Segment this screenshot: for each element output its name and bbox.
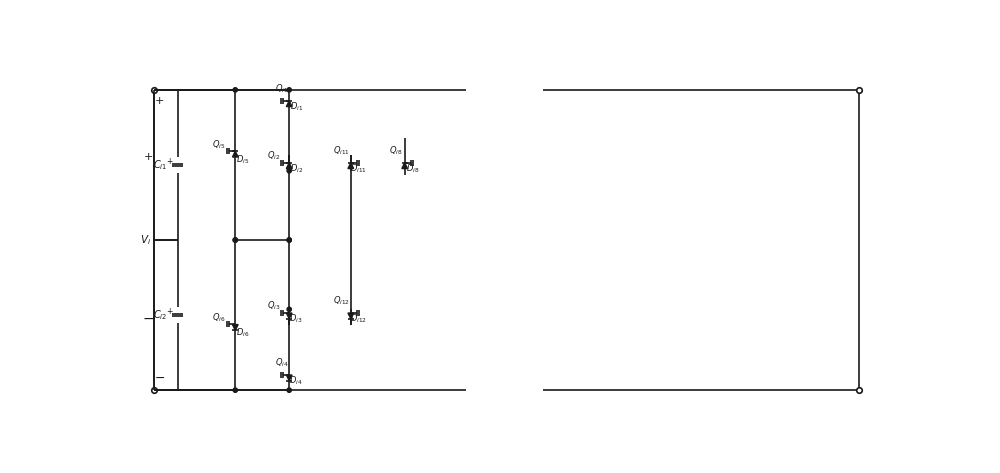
Circle shape bbox=[233, 238, 237, 242]
Text: −: − bbox=[155, 372, 165, 385]
Text: $Q_{i11}$: $Q_{i11}$ bbox=[333, 145, 350, 158]
Text: $D_{i3}$: $D_{i3}$ bbox=[289, 313, 303, 325]
Polygon shape bbox=[348, 163, 354, 168]
Circle shape bbox=[287, 88, 291, 92]
Text: $D_{i4}$: $D_{i4}$ bbox=[289, 375, 303, 387]
Polygon shape bbox=[286, 163, 292, 168]
Polygon shape bbox=[286, 375, 292, 381]
Text: $Q_{i8}$: $Q_{i8}$ bbox=[389, 145, 402, 158]
Circle shape bbox=[287, 168, 291, 173]
Text: $D_{i2}$: $D_{i2}$ bbox=[290, 163, 303, 175]
Polygon shape bbox=[286, 313, 292, 319]
Text: +: + bbox=[144, 152, 153, 162]
Circle shape bbox=[287, 238, 291, 242]
Circle shape bbox=[287, 307, 291, 312]
Text: $D_{i11}$: $D_{i11}$ bbox=[350, 163, 367, 175]
Polygon shape bbox=[286, 101, 292, 106]
Circle shape bbox=[233, 238, 237, 242]
Polygon shape bbox=[348, 313, 354, 319]
Text: $D_{i12}$: $D_{i12}$ bbox=[350, 313, 367, 325]
Text: $Q_{i2}$: $Q_{i2}$ bbox=[267, 149, 280, 162]
Text: +: + bbox=[155, 96, 165, 106]
Text: +: + bbox=[167, 157, 173, 166]
Text: $Q_{i6}$: $Q_{i6}$ bbox=[212, 312, 225, 324]
Text: $Q_{i4}$: $Q_{i4}$ bbox=[275, 357, 288, 369]
Text: $D_{i5}$: $D_{i5}$ bbox=[236, 153, 249, 166]
Text: $Q_{i12}$: $Q_{i12}$ bbox=[333, 295, 350, 307]
Text: $Q_{i5}$: $Q_{i5}$ bbox=[212, 139, 225, 151]
Text: $Q_{i1}$: $Q_{i1}$ bbox=[275, 83, 288, 96]
Text: $C_{i1}$: $C_{i1}$ bbox=[153, 158, 167, 172]
Polygon shape bbox=[232, 151, 238, 157]
Circle shape bbox=[233, 88, 237, 92]
Circle shape bbox=[287, 238, 291, 242]
Polygon shape bbox=[232, 324, 238, 330]
Text: −: − bbox=[142, 312, 154, 326]
Text: $D_{i6}$: $D_{i6}$ bbox=[236, 326, 249, 339]
Text: $V_i$: $V_i$ bbox=[140, 233, 151, 247]
Circle shape bbox=[233, 388, 237, 392]
Text: $D_{i8}$: $D_{i8}$ bbox=[406, 163, 419, 175]
Text: $Q_{i3}$: $Q_{i3}$ bbox=[267, 299, 281, 312]
Text: $D_{i1}$: $D_{i1}$ bbox=[290, 101, 303, 113]
Circle shape bbox=[287, 388, 291, 392]
Text: $C_{i2}$: $C_{i2}$ bbox=[153, 308, 167, 322]
Polygon shape bbox=[402, 163, 408, 168]
Text: +: + bbox=[167, 307, 173, 316]
